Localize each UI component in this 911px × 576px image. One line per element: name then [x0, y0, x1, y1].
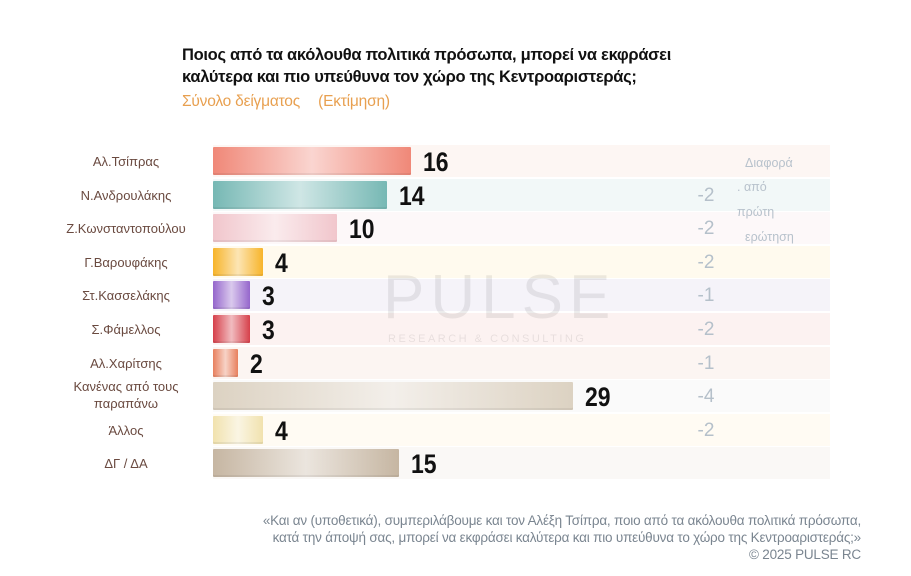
row-background	[213, 346, 830, 379]
data-label: 3	[262, 315, 275, 345]
chart-title: Ποιος από τα ακόλουθα πολιτικά πρόσωπα, …	[182, 44, 671, 88]
data-label: 3	[262, 281, 275, 312]
category-label: Κανένας από τους παραπάνω	[73, 379, 179, 412]
category-label: Άλλος	[108, 422, 144, 438]
title-line: Ποιος από τα ακόλουθα πολιτικά πρόσωπα, …	[182, 46, 671, 64]
diff-label: -2	[697, 184, 715, 206]
category-label: Ν.Ανδρουλάκης	[80, 187, 172, 203]
bar	[213, 247, 263, 276]
bar	[213, 147, 412, 175]
category-label: Σ.Φάμελλος	[91, 322, 161, 337]
diff-label: -2	[697, 218, 715, 240]
category-label: Γ.Βαρουφάκης	[84, 254, 168, 270]
row-background	[213, 245, 830, 278]
diff-header: πρώτη	[737, 205, 775, 219]
category-label: Στ.Κασσελάκης	[82, 288, 170, 304]
bar	[213, 315, 251, 343]
chart-subtitle: Σύνολο δείγματος (Εκτίμηση)	[182, 93, 404, 111]
row-background	[213, 413, 830, 446]
diff-label: -2	[697, 319, 715, 340]
bar	[213, 415, 263, 444]
category-label: Αλ.Χαρίτσης	[90, 355, 162, 371]
diff-label: -2	[697, 251, 715, 273]
bar	[213, 348, 238, 377]
diff-header: ερώτηση	[745, 230, 794, 244]
diff-header: Διαφορά	[745, 156, 793, 170]
bar	[213, 214, 337, 243]
data-label: 4	[274, 415, 288, 446]
subtitle-estimate: (Εκτίμηση)	[318, 93, 390, 110]
diff-label: -4	[697, 386, 715, 408]
bar	[213, 281, 251, 310]
row-background	[213, 313, 830, 345]
diff-label: -2	[697, 419, 715, 441]
data-label: 15	[411, 449, 437, 480]
data-label: 10	[349, 214, 375, 245]
footer-note: «Και αν (υποθετικά), συμπεριλάβουμε και …	[263, 512, 861, 563]
watermark-tagline: RESEARCH & CONSULTING	[388, 333, 587, 345]
category-label: Ζ.Κωνσταντοπούλου	[66, 221, 186, 237]
row-background	[213, 279, 830, 312]
data-label: 14	[398, 180, 425, 211]
copyright: © 2025 PULSE RC	[748, 547, 861, 562]
footer-line: «Και αν (υποθετικά), συμπεριλάβουμε και …	[262, 513, 861, 528]
title-line: καλύτερα και πιο υπεύθυνα τον χώρο της Κ…	[182, 68, 637, 86]
subtitle-sample: Σύνολο δείγματος	[182, 93, 300, 110]
bar	[213, 382, 573, 411]
diff-header: . από	[737, 180, 767, 194]
data-label: 2	[249, 348, 263, 379]
category-label: ΔΓ / ΔΑ	[104, 456, 148, 472]
data-label: 4	[274, 247, 288, 278]
data-label: 16	[423, 147, 449, 177]
category-label: Αλ.Τσίπρας	[92, 154, 160, 169]
watermark-logo: PULSE	[383, 263, 617, 332]
diff-label: -1	[697, 285, 715, 307]
bar	[213, 180, 387, 209]
footer-line: κατά την άποψή σας, μπορεί να εκφράσει κ…	[272, 530, 862, 545]
data-label: 29	[584, 382, 611, 413]
bar	[213, 449, 399, 478]
diff-label: -1	[697, 352, 715, 374]
